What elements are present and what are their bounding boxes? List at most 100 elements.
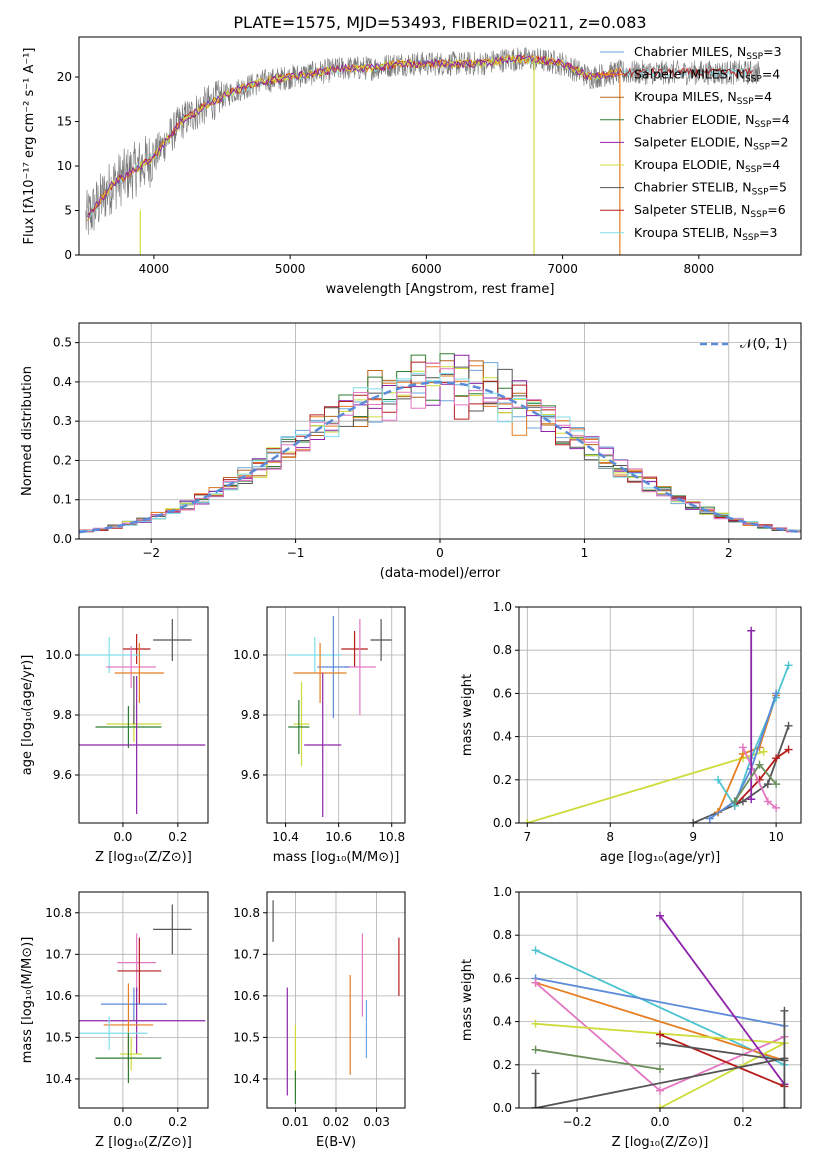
x-axis-label: Z [log₁₀(Z/Z⊙)] <box>612 1135 709 1150</box>
y-tick-label: 9.6 <box>53 768 72 782</box>
y-tick-label: 0.0 <box>493 1101 512 1115</box>
legend-tail: =4 <box>762 157 780 172</box>
x-tick-label: 2 <box>725 546 733 560</box>
weight-marker <box>656 1086 664 1095</box>
y-tick-label: 10.5 <box>233 1030 260 1044</box>
legend-text: Kroupa STELIB, N <box>634 225 742 240</box>
legend-sub: SSP <box>752 188 769 198</box>
y-tick-label: 0 <box>64 248 72 262</box>
y-tick-label: 0.6 <box>493 971 512 985</box>
panel-frame <box>518 606 802 824</box>
x-tick-label: 10 <box>768 830 783 844</box>
x-tick-label: 9 <box>689 830 697 844</box>
y-tick-label: 1.0 <box>493 885 512 899</box>
x-tick-label: 10.8 <box>378 830 405 844</box>
plot-area <box>519 892 801 1108</box>
weight-marker <box>656 1039 664 1048</box>
model-spectrum <box>86 54 619 219</box>
y-tick-label: 10.5 <box>45 1030 72 1044</box>
weight-marker <box>772 803 781 812</box>
x-tick-label: −2 <box>142 546 160 560</box>
residual-histogram <box>79 361 801 531</box>
y-axis-label: mass weight <box>460 674 475 756</box>
panel-7: 0.01 0.02 0.03 10.4 10.5 10.6 10.7 10.8 E(B-V) <box>233 891 406 1150</box>
y-tick-label: 10.7 <box>233 947 260 961</box>
y-tick-label: 0.4 <box>493 1015 512 1029</box>
gaussian-curve <box>79 381 801 534</box>
legend-tail: =4 <box>754 89 772 104</box>
weight-marker <box>784 721 793 730</box>
weight-marker <box>763 780 772 789</box>
panel-frame <box>266 606 406 824</box>
x-tick-label: 1 <box>581 546 589 560</box>
legend-label: Kroupa ELODIE, NSSP=4 <box>634 157 780 175</box>
weight-marker <box>772 689 781 698</box>
weight-series <box>733 748 790 807</box>
plot-area <box>267 607 405 823</box>
y-axis-label: Normed distribution <box>20 366 35 496</box>
legend-label: Salpeter MILES, NSSP=4 <box>634 67 780 85</box>
weight-marker <box>656 1104 664 1108</box>
legend-sub: SSP <box>742 233 759 243</box>
y-tick-label: 9.8 <box>53 708 72 722</box>
panel-6: 0.0 0.2 10.4 10.5 10.6 10.7 10.8 Z [log₁₀(Z/Z⊙)… <box>20 891 209 1150</box>
y-tick-label: 0.0 <box>493 816 512 830</box>
y-tick-label: 0.5 <box>53 336 72 350</box>
y-tick-label: 0.1 <box>53 493 72 507</box>
weight-marker <box>780 1006 789 1015</box>
y-tick-label: 0.8 <box>493 928 512 942</box>
y-tick-label: 15 <box>57 115 72 129</box>
weight-marker <box>763 797 772 806</box>
weight-series <box>659 1042 785 1062</box>
x-tick-label: 0.0 <box>113 1115 132 1129</box>
legend-tail: =6 <box>767 202 785 217</box>
y-axis-label: age [log₁₀(age/yr)] <box>20 655 35 776</box>
x-tick-label: 0.2 <box>168 830 187 844</box>
x-axis-label: Z [log₁₀(Z/Z⊙)] <box>95 850 192 865</box>
weight-marker <box>755 760 764 769</box>
weight-marker <box>523 819 532 823</box>
panel-5: 7 8 9 10 0.0 0.2 0.4 0.6 0.8 1.0 age [log₁₀(age/yr… <box>460 600 802 865</box>
weight-series <box>535 949 785 1066</box>
panel-frame <box>78 322 802 540</box>
x-tick-label: 4000 <box>139 262 170 276</box>
y-tick-label: 0.0 <box>53 532 72 546</box>
x-tick-label: 0.0 <box>113 830 132 844</box>
y-tick-label: 10.8 <box>233 906 260 920</box>
panel-3: 0.0 0.2 9.6 9.8 10.0 Z [log₁₀(Z/Z⊙)] age [log₁… <box>20 606 209 865</box>
weight-marker <box>738 743 747 752</box>
weight-marker <box>747 626 756 635</box>
legend-sub: SSP <box>745 75 762 85</box>
weight-series <box>535 1057 785 1108</box>
legend-text: Kroupa ELODIE, N <box>634 157 745 172</box>
legend-text: Salpeter ELODIE, N <box>634 134 753 149</box>
y-tick-label: 9.6 <box>241 768 260 782</box>
panel-frame <box>78 606 209 824</box>
legend-label: Chabrier MILES, NSSP=3 <box>634 44 782 62</box>
x-tick-label: −1 <box>287 546 305 560</box>
x-axis-label: Z [log₁₀(Z/Z⊙)] <box>95 1135 192 1150</box>
x-tick-label: 0.01 <box>282 1115 309 1129</box>
weight-series <box>535 981 785 1062</box>
y-axis-label: mass [log₁₀(M/M⊙)] <box>20 937 35 1064</box>
x-tick-label: 7 <box>523 830 531 844</box>
x-tick-label: 10.4 <box>272 830 299 844</box>
legend-tail: =4 <box>771 112 789 127</box>
legend-label: Kroupa STELIB, NSSP=3 <box>634 225 778 243</box>
legend-label: 𝒩(0, 1) <box>740 337 787 352</box>
x-tick-label: −0.2 <box>562 1115 591 1129</box>
legend: Chabrier MILES, NSSP=3 Salpeter MILES, NS… <box>600 44 790 243</box>
y-tick-label: 10.7 <box>45 947 72 961</box>
legend-sub: SSP <box>754 120 771 130</box>
x-tick-label: 0.0 <box>650 1115 669 1129</box>
plot-area <box>79 607 208 823</box>
x-tick-label: 0.02 <box>323 1115 350 1129</box>
panel-2: −2 −1 0 1 2 0.0 0.1 0.2 0.3 0.4 0.5 (data-model)/er… <box>20 322 802 581</box>
weight-marker <box>772 780 781 789</box>
weight-marker <box>747 795 756 804</box>
weight-series <box>535 977 785 1027</box>
legend-tail: =5 <box>769 180 787 195</box>
y-tick-label: 10.4 <box>45 1072 72 1086</box>
